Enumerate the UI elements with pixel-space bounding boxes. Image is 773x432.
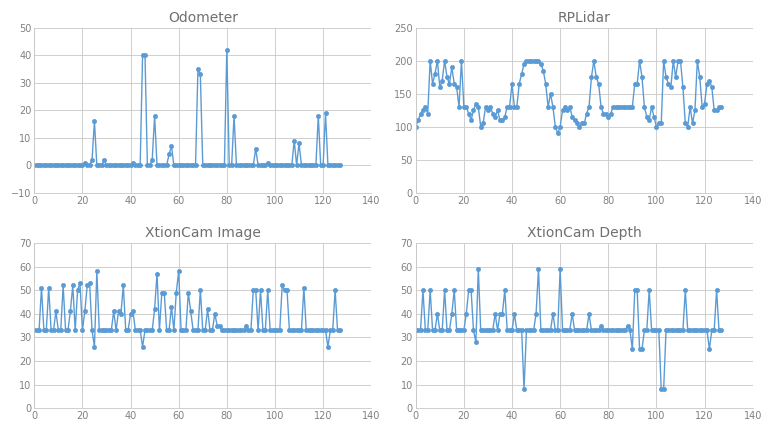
Title: Odometer: Odometer (168, 11, 238, 25)
Title: XtionCam Image: XtionCam Image (145, 226, 261, 241)
Title: XtionCam Depth: XtionCam Depth (527, 226, 642, 241)
Title: RPLidar: RPLidar (558, 11, 611, 25)
